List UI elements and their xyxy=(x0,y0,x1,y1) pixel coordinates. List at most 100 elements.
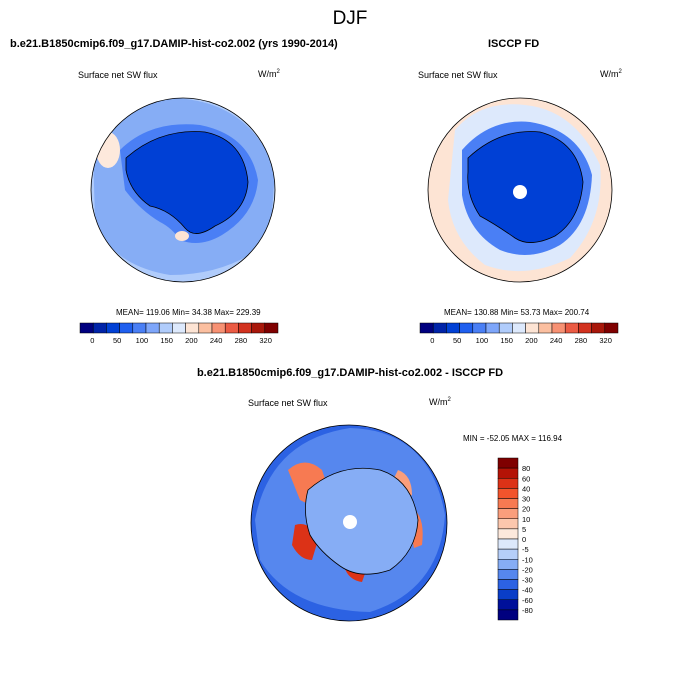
obs-colorbar-swatch xyxy=(472,322,487,334)
obs-variable-label: Surface net SW flux xyxy=(418,70,498,80)
diff-colorbar-swatch xyxy=(497,518,519,530)
diff-colorbar-tick-label: 10 xyxy=(522,515,530,524)
model-units-label: W/m2 xyxy=(258,69,280,79)
diff-map xyxy=(251,425,447,621)
model-colorbar-swatch xyxy=(119,322,134,334)
diff-colorbar-swatch xyxy=(497,579,519,590)
obs-colorbar-swatch xyxy=(419,322,434,334)
obs-colorbar-swatch xyxy=(512,322,526,334)
figure-title: DJF xyxy=(332,8,368,29)
diff-colorbar-tick-label: -80 xyxy=(522,606,533,615)
diff-colorbar-tick-label: -10 xyxy=(522,555,533,564)
diff-colorbar-swatch xyxy=(497,599,519,611)
diff-colorbar-swatch xyxy=(497,538,519,550)
obs-colorbar-tick-label: 280 xyxy=(575,336,588,345)
model-colorbar-swatch xyxy=(92,322,107,334)
obs-colorbar-swatch xyxy=(525,322,540,334)
diff-colorbar-swatch xyxy=(497,589,519,600)
obs-panel-title: ISCCP FD xyxy=(488,38,540,50)
model-colorbar-tick-label: 100 xyxy=(136,336,149,345)
model-colorbar-swatch xyxy=(238,322,252,334)
obs-colorbar-swatch xyxy=(578,322,592,334)
diff-colorbar-swatch xyxy=(497,488,519,499)
diff-map-pole-gap xyxy=(343,515,357,529)
obs-colorbar-tick-label: 100 xyxy=(476,336,489,345)
diff-colorbar-tick-label: 30 xyxy=(522,495,530,504)
diff-colorbar-swatch xyxy=(497,508,519,519)
diff-colorbar-tick-label: 60 xyxy=(522,474,530,483)
obs-units-label: W/m2 xyxy=(600,69,622,79)
diff-colorbar-tick-label: 20 xyxy=(522,505,530,514)
model-panel-title: b.e21.B1850cmip6.f09_g17.DAMIP-hist-co2.… xyxy=(10,38,338,50)
model-colorbar-swatch xyxy=(185,322,200,334)
diff-colorbar-tick-label: 40 xyxy=(522,484,530,493)
obs-colorbar: 0 50 100 150 200 240 280 320 xyxy=(419,322,619,345)
model-colorbar-swatch xyxy=(79,322,94,334)
model-colorbar-tick-label: 150 xyxy=(160,336,173,345)
model-map-antarctica xyxy=(126,131,248,234)
obs-colorbar-swatch xyxy=(498,322,513,334)
obs-colorbar-swatch xyxy=(459,322,474,334)
model-colorbar-swatch xyxy=(224,322,239,334)
model-colorbar-tick-label: 320 xyxy=(259,336,272,345)
model-stats: MEAN= 119.06 Min= 34.38 Max= 229.39 xyxy=(116,308,261,317)
obs-colorbar-swatch xyxy=(432,322,447,334)
diff-units-label: W/m2 xyxy=(429,397,451,407)
model-colorbar-swatch xyxy=(145,322,160,334)
obs-colorbar-swatch xyxy=(591,322,606,334)
obs-colorbar-tick-label: 320 xyxy=(599,336,612,345)
model-colorbar-swatch xyxy=(132,322,147,334)
diff-colorbar-swatch xyxy=(497,559,519,570)
obs-colorbar-swatch xyxy=(485,322,500,334)
diff-colorbar-tick-label: 0 xyxy=(522,535,526,544)
diff-colorbar-swatch xyxy=(497,457,519,469)
diff-colorbar-tick-label: -40 xyxy=(522,586,533,595)
model-colorbar-tick-label: 50 xyxy=(113,336,121,345)
diff-colorbar-swatch xyxy=(497,478,519,489)
obs-colorbar-tick-label: 150 xyxy=(500,336,513,345)
obs-colorbar-tick-label: 50 xyxy=(453,336,461,345)
obs-colorbar-tick-label: 0 xyxy=(430,336,434,345)
model-colorbar-tick-label: 0 xyxy=(90,336,94,345)
diff-colorbar-tick-label: -5 xyxy=(522,545,529,554)
obs-colorbar-swatch xyxy=(551,322,566,334)
model-colorbar-swatch xyxy=(106,322,120,334)
diff-colorbar-swatch xyxy=(497,569,519,580)
diff-stats: MIN = -52.05 MAX = 116.94 xyxy=(463,434,563,443)
model-colorbar-swatch xyxy=(211,322,226,334)
model-map-border xyxy=(90,97,276,283)
model-map-coastline xyxy=(125,131,249,234)
obs-map-border xyxy=(427,97,613,283)
diff-colorbar-tick-label: 80 xyxy=(522,464,530,473)
diff-panel-title: b.e21.B1850cmip6.f09_g17.DAMIP-hist-co2.… xyxy=(196,367,504,379)
diff-colorbar-tick-label: -60 xyxy=(522,596,533,605)
obs-colorbar-swatch xyxy=(538,322,553,334)
obs-colorbar-swatch xyxy=(446,322,460,334)
diff-colorbar-swatch xyxy=(497,467,519,479)
model-map-warm-spot xyxy=(175,231,189,241)
model-colorbar-swatch xyxy=(264,322,279,334)
model-colorbar-tick-label: 240 xyxy=(210,336,223,345)
model-colorbar: 0 50 100 150 200 240 280 320 xyxy=(79,322,279,345)
diff-colorbar-swatch xyxy=(497,548,519,560)
obs-colorbar-swatch xyxy=(604,322,619,334)
diff-map-antarctica xyxy=(305,468,418,575)
obs-map xyxy=(428,98,612,282)
diff-map-coastline xyxy=(305,467,419,575)
model-colorbar-tick-label: 280 xyxy=(235,336,248,345)
diff-map-border xyxy=(250,424,448,622)
model-variable-label: Surface net SW flux xyxy=(78,70,158,80)
model-map xyxy=(91,98,275,282)
model-colorbar-swatch xyxy=(198,322,213,334)
model-colorbar-swatch xyxy=(172,322,186,334)
diff-colorbar-swatch xyxy=(497,609,519,621)
obs-colorbar-tick-label: 240 xyxy=(550,336,563,345)
diff-colorbar-swatch xyxy=(497,498,519,509)
obs-map-pole-gap xyxy=(513,185,527,199)
obs-colorbar-tick-label: 200 xyxy=(525,336,538,345)
model-colorbar-swatch xyxy=(251,322,266,334)
obs-map-antarctica xyxy=(467,131,583,243)
model-colorbar-swatch xyxy=(158,322,173,334)
